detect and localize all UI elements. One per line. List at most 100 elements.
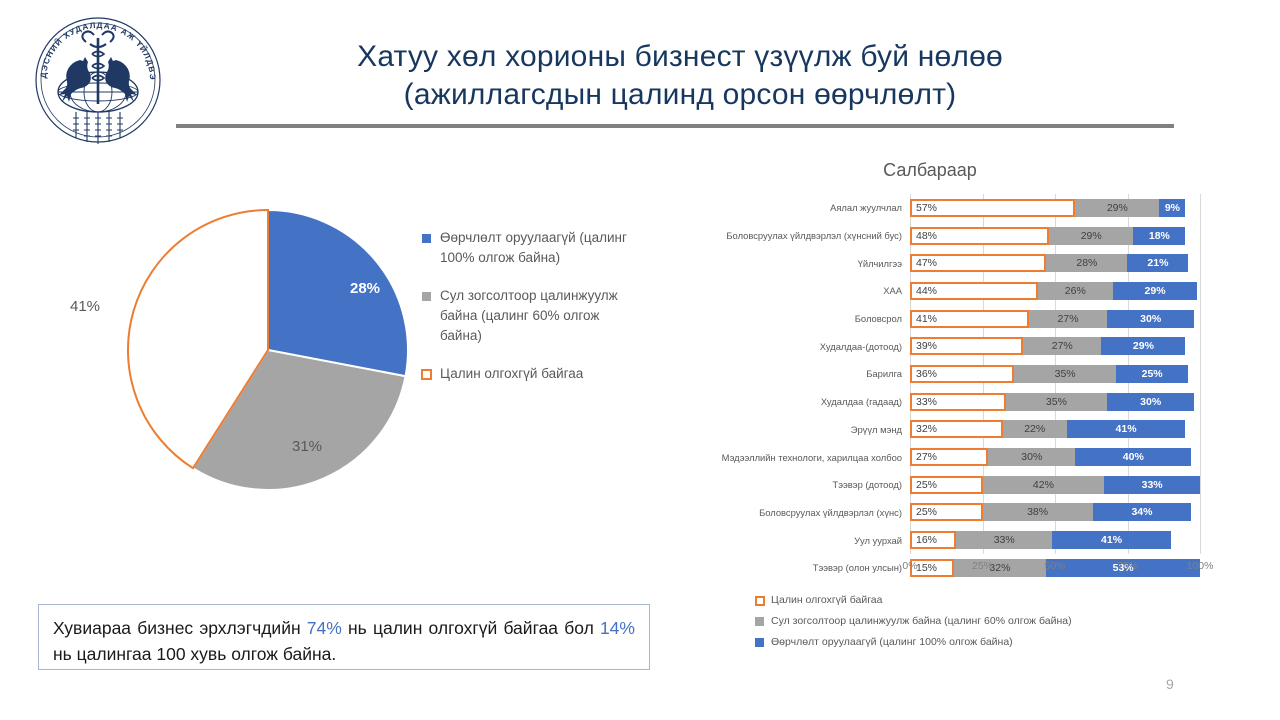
bar-segment: 44% <box>910 281 1038 300</box>
bar-row-category-label: Үйлчилгээ <box>857 257 902 269</box>
pie-chart-legend: Өөрчлөлт оруулаагүй (цалинг 100% олгож б… <box>421 228 632 402</box>
bar-segment: 38% <box>982 503 1093 522</box>
bar-segment-value-label: 41% <box>1101 534 1123 547</box>
bar-segment: 41% <box>1066 420 1186 439</box>
bar-segment: 42% <box>982 475 1105 494</box>
bar-segment-value-label: 48% <box>916 229 938 242</box>
page-title-line-2: (ажиллагсдын цалинд орсон өөрчлөлт) <box>403 78 957 111</box>
bar-segment-value-label: 53% <box>1112 561 1134 574</box>
bar-segment-value-label: 26% <box>1064 284 1086 297</box>
pie-legend-item: Цалин олгохгүй байгаа <box>421 364 632 384</box>
bar-row-track: 27% 30% 40% <box>910 448 1200 467</box>
summary-callout-box: Хувиараа бизнес эрхлэгчдийн 74% нь цалин… <box>38 604 650 670</box>
bar-segment-value-label: 38% <box>1027 506 1049 519</box>
bar-segment-value-label: 27% <box>916 451 938 464</box>
bar-chart-legend: Цалин олгохгүй байгаа Сул зогсолтоор цал… <box>755 594 1185 657</box>
bar-plot-area: Аялал жуулчлал 57% 29% 9% Боловсруулах үйлдв… <box>660 194 1213 577</box>
slide-header: МОНГОЛЫН ҮНДЭСНИЙ ХУДАЛДАА АЖ ҮЙЛДВЭРИЙН… <box>0 0 1280 144</box>
bar-segment-value-label: 32% <box>989 561 1011 574</box>
bar-segment: 29% <box>1101 337 1186 356</box>
bar-row: ХАА 44% 26% 29% <box>660 277 1200 305</box>
bar-row-category-label: Мэдээллийн технологи, харилцаа холбоо <box>721 451 902 463</box>
callout-highlight-1: 74% <box>306 618 342 638</box>
bar-segment: 35% <box>1014 364 1116 383</box>
bar-segment-value-label: 29% <box>1132 340 1154 353</box>
bar-segment-value-label: 29% <box>1144 284 1166 297</box>
bar-segment: 15% <box>910 558 954 577</box>
bar-row-track: 41% 27% 30% <box>910 309 1200 328</box>
bar-segment-value-label: 33% <box>916 395 938 408</box>
legend-swatch-icon <box>755 617 764 626</box>
bar-segment: 25% <box>910 475 983 494</box>
bar-row-track: 39% 27% 29% <box>910 337 1200 356</box>
x-axis-tick-label: 50% <box>1044 560 1066 572</box>
bar-segment-value-label: 33% <box>1141 478 1163 491</box>
bar-row-track: 33% 35% 30% <box>910 392 1200 411</box>
x-axis-tick-label: 25% <box>971 560 994 572</box>
bar-segment: 9% <box>1159 198 1186 217</box>
bar-segment-value-label: 28% <box>1076 257 1098 270</box>
bar-segment: 53% <box>1046 558 1200 577</box>
bar-segment-value-label: 44% <box>916 284 938 297</box>
bar-row: Аялал жуулчлал 57% 29% 9% <box>660 194 1200 222</box>
bar-row-track: 16% 33% 41% <box>910 531 1200 550</box>
callout-part-3: нь цалингаа 100 хувь олгож байна. <box>53 644 337 664</box>
bar-segment-value-label: 42% <box>1032 478 1054 491</box>
bar-row-category-label: ХАА <box>883 285 902 297</box>
bar-segment-value-label: 27% <box>1057 312 1079 325</box>
bar-legend-label: Өөрчлөлт оруулаагүй (цалинг 100% олгож б… <box>771 636 1013 648</box>
bar-segment-value-label: 30% <box>1140 312 1162 325</box>
bar-segment: 47% <box>910 254 1047 273</box>
bar-row: Тээвэр (дотоод) 25% 42% 33% <box>660 471 1200 499</box>
bar-segment: 32% <box>910 420 1003 439</box>
bar-row: Худалдаа (гадаад) 33% 35% 30% <box>660 388 1200 416</box>
bar-segment: 29% <box>1075 198 1160 217</box>
bar-row-category-label: Худалдаа-(дотоод) <box>819 340 902 352</box>
bar-row-track: 25% 42% 33% <box>910 475 1200 494</box>
bar-segment-value-label: 9% <box>1164 201 1181 214</box>
bar-segment-value-label: 36% <box>916 367 938 380</box>
pie-legend-label: Өөрчлөлт оруулаагүй (цалинг 100% олгож б… <box>440 230 627 265</box>
bar-segment-value-label: 16% <box>916 534 938 547</box>
bar-segment-value-label: 25% <box>916 478 938 491</box>
bar-segment-value-label: 30% <box>1021 451 1043 464</box>
bar-row-track: 57% 29% 9% <box>910 198 1200 217</box>
pie-slice <box>267 208 409 378</box>
bar-row-track: 48% 29% 18% <box>910 226 1200 245</box>
bar-row: Боловсрол 41% 27% 30% <box>660 305 1200 333</box>
bar-segment-value-label: 32% <box>916 423 938 436</box>
legend-swatch-icon <box>422 234 431 243</box>
pie-slice <box>127 208 269 470</box>
callout-highlight-2: 14% <box>599 618 635 638</box>
bar-row: Үйлчилгээ 47% 28% 21% <box>660 249 1200 277</box>
bar-segment: 27% <box>910 448 989 467</box>
bar-row-category-label: Тээвэр (дотоод) <box>832 479 902 491</box>
bar-row: Эрүүл мэнд 32% 22% 41% <box>660 416 1200 444</box>
bar-row-category-label: Боловсруулах үйлдвэрлэл (хүнс) <box>759 506 902 518</box>
bar-segment-value-label: 35% <box>1054 367 1076 380</box>
pie-slice-label-gray: 31% <box>292 438 323 455</box>
legend-swatch-icon <box>422 292 431 301</box>
x-axis-tick-label: 100% <box>1186 560 1214 572</box>
bar-row-track: 44% 26% 29% <box>910 281 1200 300</box>
pie-chart-panel: 28% 31% 41% Өөрчлөлт оруулаагүй (цалинг … <box>30 180 650 550</box>
bar-segment: 32% <box>953 558 1047 577</box>
pie-legend-item: Сул зогсолтоор цалинжуулж байна (цалинг … <box>422 286 632 346</box>
bar-segment-value-label: 22% <box>1024 423 1046 436</box>
bar-segment: 27% <box>1023 337 1102 356</box>
bar-row-category-label: Аялал жуулчлал <box>830 202 902 214</box>
legend-swatch-icon <box>421 369 432 380</box>
callout-part-1: Хувиараа бизнес эрхлэгчдийн <box>53 618 307 638</box>
bar-segment: 25% <box>910 503 983 522</box>
bar-row-category-label: Тээвэр (олон улсын) <box>812 562 902 574</box>
bar-segment: 26% <box>1037 281 1113 300</box>
bar-row: Уул уурхай 16% 33% 41% <box>660 526 1200 554</box>
callout-part-2: нь цалин олгохгүй байгаа бол <box>341 618 600 638</box>
bar-legend-item: Цалин олгохгүй байгаа <box>755 594 1185 607</box>
legend-swatch-icon <box>755 638 764 647</box>
bar-segment: 57% <box>910 198 1076 217</box>
bar-row-category-label: Уул уурхай <box>854 534 902 546</box>
bar-segment: 16% <box>910 531 957 550</box>
legend-swatch-icon <box>755 596 765 606</box>
mongolian-chamber-of-commerce-logo-icon: МОНГОЛЫН ҮНДЭСНИЙ ХУДАЛДАА АЖ ҮЙЛДВЭРИЙН… <box>23 3 168 154</box>
